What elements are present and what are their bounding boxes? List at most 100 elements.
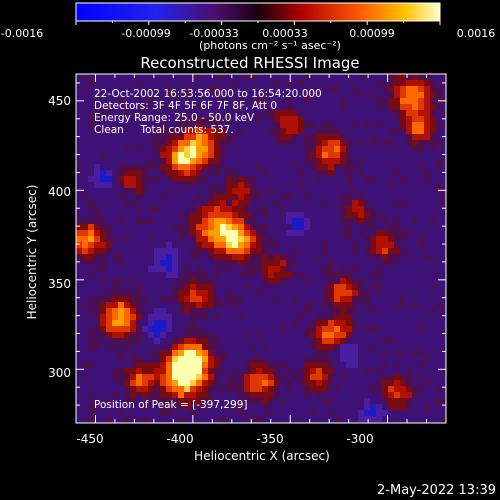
heatmap-cell — [388, 368, 394, 374]
heatmap-cell — [82, 194, 88, 200]
heatmap-cell — [214, 104, 220, 110]
heatmap-cell — [208, 374, 214, 380]
heatmap-cell — [316, 272, 322, 278]
heatmap-cell — [100, 248, 106, 254]
heatmap-cell — [328, 392, 334, 398]
heatmap-cell — [226, 200, 232, 206]
heatmap-cell — [400, 308, 406, 314]
heatmap-cell — [178, 350, 184, 356]
heatmap-cell — [220, 122, 226, 128]
heatmap-cell — [214, 164, 220, 170]
heatmap-cell — [352, 110, 358, 116]
heatmap-cell — [112, 362, 118, 368]
heatmap-cell — [262, 170, 268, 176]
heatmap-cell — [274, 320, 280, 326]
heatmap-cell — [310, 152, 316, 158]
heatmap-cell — [124, 74, 130, 80]
heatmap-cell — [238, 176, 244, 182]
heatmap-cell — [430, 140, 436, 146]
heatmap-cell — [118, 254, 124, 260]
heatmap-cell — [238, 188, 244, 194]
heatmap-cell — [262, 152, 268, 158]
heatmap-cell — [268, 410, 274, 416]
heatmap-cell — [436, 338, 442, 344]
heatmap-cell — [442, 314, 446, 320]
heatmap-cell — [436, 224, 442, 230]
heatmap-cell — [250, 296, 256, 302]
heatmap-cell — [166, 266, 172, 272]
heatmap-cell — [346, 410, 352, 416]
heatmap-cell — [172, 278, 178, 284]
heatmap-cell — [430, 116, 436, 122]
heatmap-cell — [400, 416, 406, 422]
heatmap-cell — [400, 326, 406, 332]
heatmap-cell — [166, 98, 172, 104]
heatmap-cell — [226, 248, 232, 254]
heatmap-cell — [238, 194, 244, 200]
heatmap-cell — [88, 74, 94, 80]
heatmap-cell — [436, 386, 442, 392]
heatmap-cell — [358, 218, 364, 224]
heatmap-cell — [136, 92, 142, 98]
heatmap-cell — [130, 164, 136, 170]
heatmap-cell — [400, 158, 406, 164]
heatmap-cell — [250, 416, 256, 422]
heatmap-cell — [424, 182, 430, 188]
heatmap-cell — [88, 98, 94, 104]
heatmap-cell — [76, 212, 82, 218]
heatmap-cell — [154, 248, 160, 254]
heatmap-cell — [286, 284, 292, 290]
heatmap-cell — [232, 266, 238, 272]
heatmap-cell — [88, 230, 94, 236]
heatmap-cell — [262, 146, 268, 152]
heatmap-cell — [94, 386, 100, 392]
heatmap-cell — [388, 98, 394, 104]
heatmap-cell — [268, 158, 274, 164]
heatmap-cell — [118, 260, 124, 266]
heatmap-cell — [418, 212, 424, 218]
heatmap-cell — [106, 272, 112, 278]
heatmap-cell — [160, 164, 166, 170]
heatmap-cell — [250, 206, 256, 212]
heatmap-cell — [100, 152, 106, 158]
heatmap-cell — [370, 236, 376, 242]
heatmap-cell — [244, 206, 250, 212]
heatmap-cell — [352, 80, 358, 86]
heatmap-cell — [352, 248, 358, 254]
heatmap-cell — [322, 116, 328, 122]
heatmap-cell — [322, 290, 328, 296]
heatmap-cell — [124, 248, 130, 254]
heatmap-cell — [166, 236, 172, 242]
heatmap-cell — [142, 308, 148, 314]
heatmap-cell — [412, 290, 418, 296]
heatmap-cell — [310, 338, 316, 344]
heatmap-cell — [376, 146, 382, 152]
heatmap-cell — [76, 410, 82, 416]
heatmap-cell — [364, 212, 370, 218]
heatmap-cell — [364, 344, 370, 350]
heatmap-cell — [316, 230, 322, 236]
heatmap-cell — [340, 140, 346, 146]
heatmap-cell — [130, 176, 136, 182]
heatmap-cell — [310, 188, 316, 194]
heatmap-cell — [310, 398, 316, 404]
heatmap-cell — [178, 254, 184, 260]
heatmap-cell — [190, 272, 196, 278]
heatmap-cell — [406, 170, 412, 176]
heatmap-cell — [154, 152, 160, 158]
heatmap-cell — [370, 206, 376, 212]
heatmap-cell — [370, 380, 376, 386]
heatmap-cell — [208, 98, 214, 104]
heatmap-cell — [166, 194, 172, 200]
heatmap-cell — [424, 290, 430, 296]
heatmap-cell — [292, 254, 298, 260]
heatmap-cell — [124, 410, 130, 416]
heatmap-cell — [322, 338, 328, 344]
heatmap-cell — [136, 86, 142, 92]
heatmap-cell — [154, 350, 160, 356]
heatmap-cell — [106, 206, 112, 212]
heatmap-cell — [160, 314, 166, 320]
heatmap-cell — [232, 218, 238, 224]
heatmap-cell — [202, 356, 208, 362]
heatmap-cell — [340, 200, 346, 206]
